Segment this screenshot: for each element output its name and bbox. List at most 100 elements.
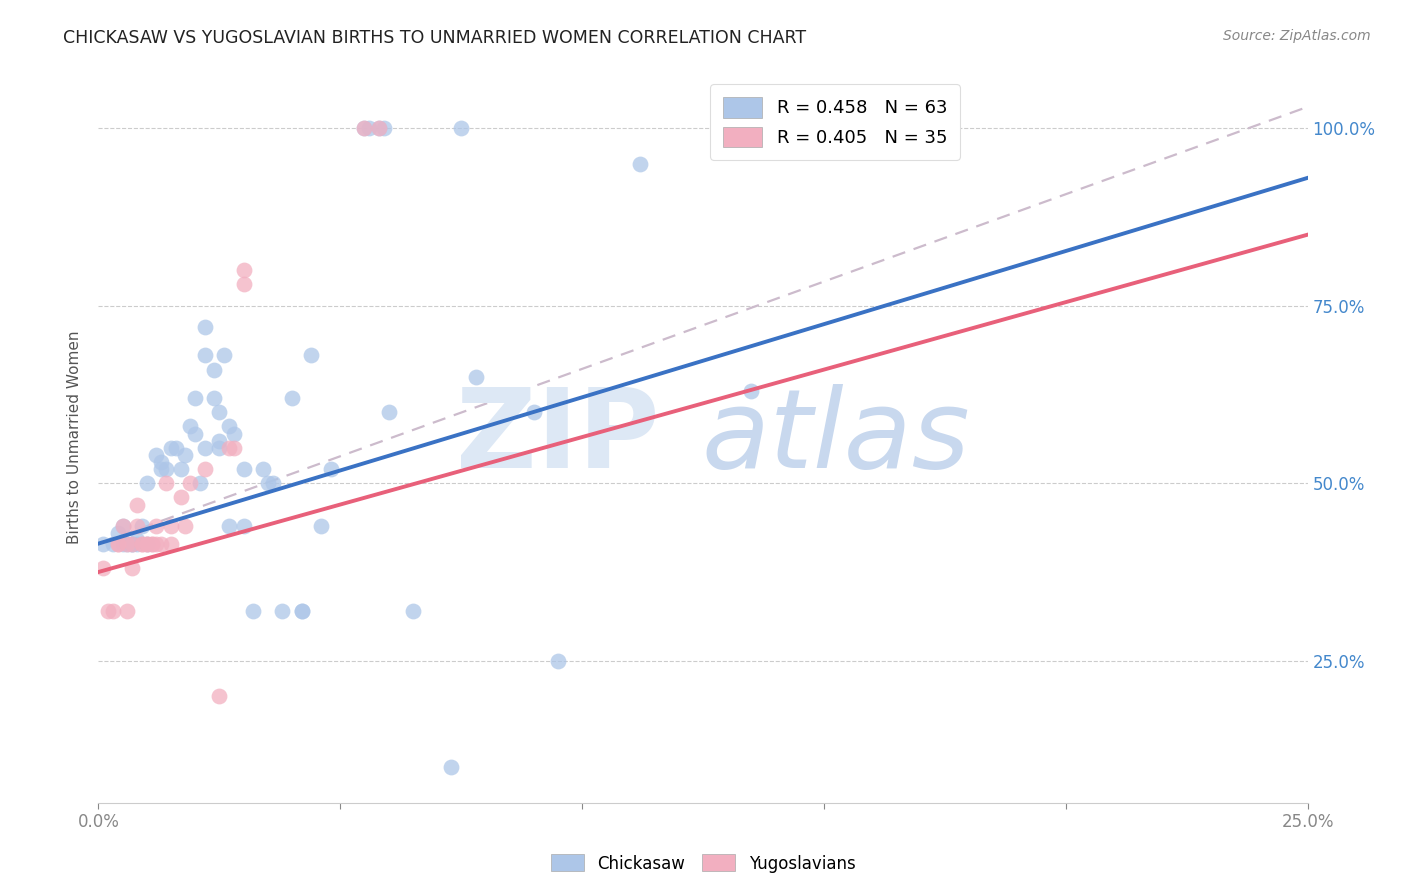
Point xyxy=(107,536,129,550)
Point xyxy=(165,441,187,455)
Point xyxy=(174,448,197,462)
Text: ZIP: ZIP xyxy=(456,384,659,491)
Point xyxy=(256,476,278,491)
Point xyxy=(188,476,211,491)
Point xyxy=(222,441,245,455)
Point xyxy=(440,760,463,774)
Point xyxy=(271,604,294,618)
Text: CHICKASAW VS YUGOSLAVIAN BIRTHS TO UNMARRIED WOMEN CORRELATION CHART: CHICKASAW VS YUGOSLAVIAN BIRTHS TO UNMAR… xyxy=(63,29,807,46)
Point xyxy=(179,419,201,434)
Text: atlas: atlas xyxy=(702,384,970,491)
Point xyxy=(218,441,240,455)
Point xyxy=(155,462,177,476)
Point xyxy=(368,121,391,136)
Point xyxy=(127,519,149,533)
Point xyxy=(141,536,163,550)
Point xyxy=(232,277,254,292)
Y-axis label: Births to Unmarried Women: Births to Unmarried Women xyxy=(67,330,83,544)
Point xyxy=(91,536,114,550)
Point xyxy=(628,156,651,170)
Point xyxy=(319,462,342,476)
Point xyxy=(194,320,217,334)
Point xyxy=(184,426,207,441)
Point xyxy=(131,536,153,550)
Point xyxy=(135,536,157,550)
Point xyxy=(464,369,486,384)
Point xyxy=(252,462,274,476)
Point xyxy=(97,604,120,618)
Point xyxy=(155,476,177,491)
Point xyxy=(111,519,134,533)
Point xyxy=(169,491,191,505)
Point xyxy=(111,519,134,533)
Point xyxy=(218,519,240,533)
Point xyxy=(121,536,143,550)
Point xyxy=(194,462,217,476)
Point xyxy=(101,536,124,550)
Point xyxy=(208,690,231,704)
Legend: R = 0.458   N = 63, R = 0.405   N = 35: R = 0.458 N = 63, R = 0.405 N = 35 xyxy=(710,84,960,160)
Point xyxy=(117,604,139,618)
Point xyxy=(107,525,129,540)
Point xyxy=(141,536,163,550)
Point xyxy=(218,419,240,434)
Point xyxy=(145,519,167,533)
Point xyxy=(107,536,129,550)
Point xyxy=(359,121,381,136)
Point xyxy=(232,462,254,476)
Point xyxy=(111,536,134,550)
Point xyxy=(353,121,375,136)
Point xyxy=(150,455,173,469)
Point xyxy=(135,476,157,491)
Point xyxy=(373,121,395,136)
Point xyxy=(262,476,284,491)
Point xyxy=(117,536,139,550)
Point xyxy=(179,476,201,491)
Point xyxy=(150,536,173,550)
Point xyxy=(309,519,332,533)
Point xyxy=(127,533,149,547)
Point xyxy=(402,604,425,618)
Point xyxy=(232,519,254,533)
Point xyxy=(101,604,124,618)
Point xyxy=(169,462,191,476)
Point xyxy=(377,405,399,419)
Point xyxy=(145,448,167,462)
Point xyxy=(174,519,197,533)
Point xyxy=(547,654,569,668)
Point xyxy=(135,536,157,550)
Point xyxy=(145,536,167,550)
Point xyxy=(523,405,546,419)
Text: Source: ZipAtlas.com: Source: ZipAtlas.com xyxy=(1223,29,1371,43)
Point xyxy=(160,519,183,533)
Point xyxy=(208,441,231,455)
Point xyxy=(290,604,312,618)
Point xyxy=(131,519,153,533)
Point xyxy=(194,348,217,362)
Legend: Chickasaw, Yugoslavians: Chickasaw, Yugoslavians xyxy=(544,847,862,880)
Point xyxy=(740,384,762,398)
Point xyxy=(121,536,143,550)
Point xyxy=(160,441,183,455)
Point xyxy=(117,536,139,550)
Point xyxy=(208,434,231,448)
Point xyxy=(232,263,254,277)
Point xyxy=(160,536,183,550)
Point xyxy=(150,462,173,476)
Point xyxy=(127,536,149,550)
Point xyxy=(450,121,472,136)
Point xyxy=(135,536,157,550)
Point xyxy=(299,348,322,362)
Point xyxy=(353,121,375,136)
Point xyxy=(127,498,149,512)
Point xyxy=(290,604,312,618)
Point xyxy=(184,391,207,405)
Point xyxy=(208,405,231,419)
Point xyxy=(204,362,226,376)
Point xyxy=(222,426,245,441)
Point xyxy=(194,441,217,455)
Point xyxy=(204,391,226,405)
Point xyxy=(121,536,143,550)
Point xyxy=(242,604,264,618)
Point xyxy=(91,561,114,575)
